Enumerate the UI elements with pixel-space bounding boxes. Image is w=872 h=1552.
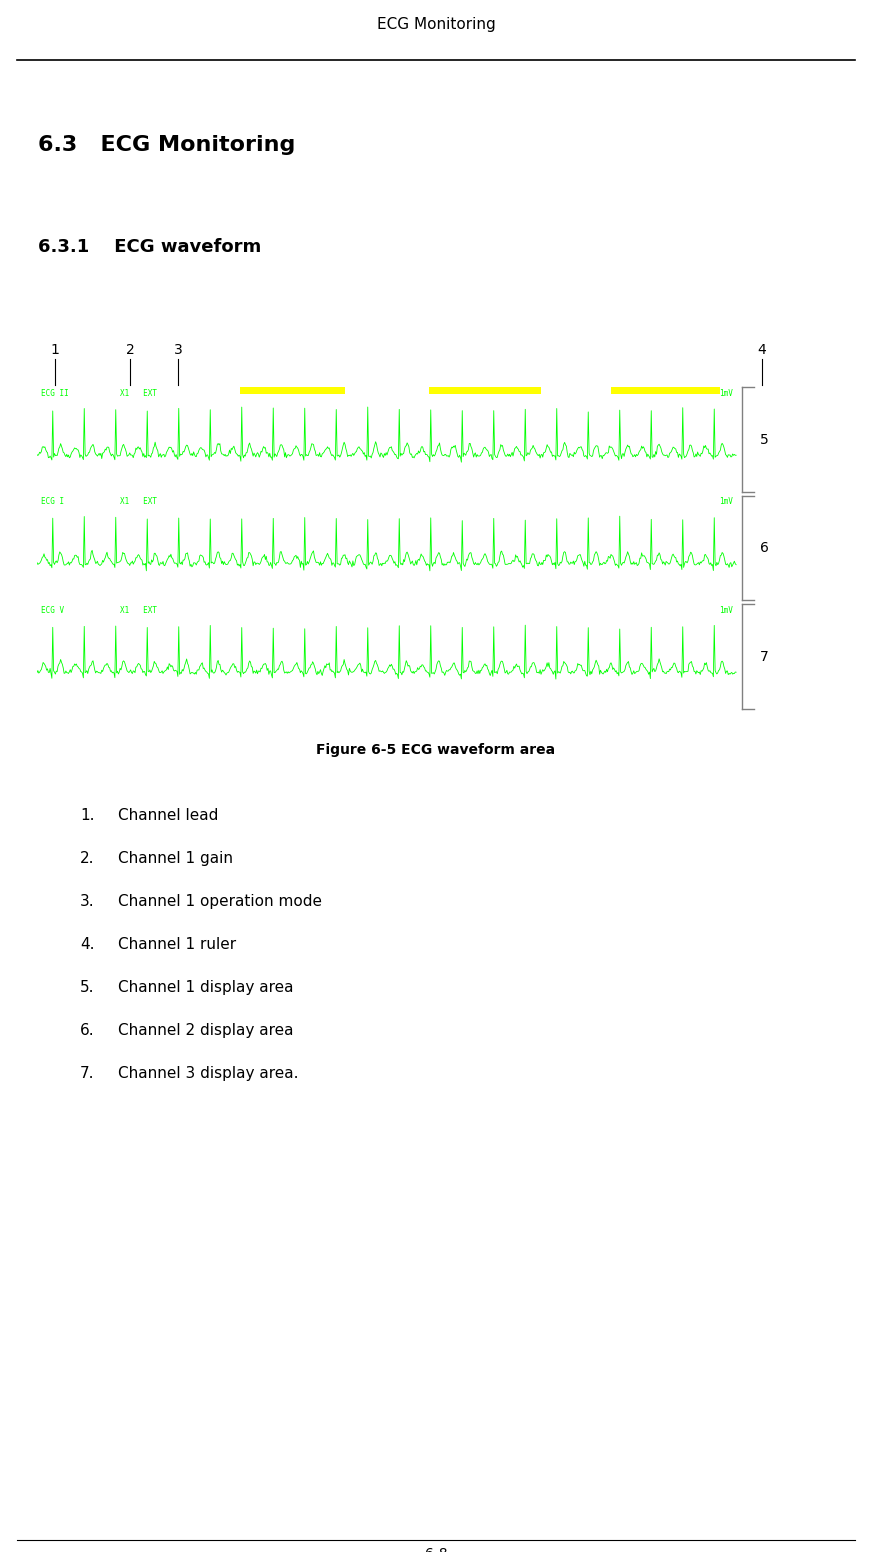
- Text: 2.: 2.: [80, 850, 94, 866]
- Text: 1.: 1.: [80, 809, 94, 823]
- Text: ECG II: ECG II: [41, 390, 69, 397]
- Bar: [429, 388, 541, 394]
- Text: 1mV: 1mV: [719, 497, 732, 506]
- Text: 4: 4: [758, 343, 766, 357]
- Text: Channel 1 gain: Channel 1 gain: [118, 850, 233, 866]
- Text: 6.3.1    ECG waveform: 6.3.1 ECG waveform: [38, 237, 262, 256]
- Text: Figure 6-5 ECG waveform area: Figure 6-5 ECG waveform area: [317, 743, 555, 757]
- Text: 6: 6: [760, 542, 769, 556]
- Text: X1   EXT: X1 EXT: [120, 390, 157, 397]
- Text: X1   EXT: X1 EXT: [120, 497, 157, 506]
- Text: X1   EXT: X1 EXT: [120, 605, 157, 615]
- Text: 4.: 4.: [80, 937, 94, 951]
- Text: 5: 5: [760, 433, 769, 447]
- Text: Channel 1 ruler: Channel 1 ruler: [118, 937, 236, 951]
- Text: 6.: 6.: [80, 1023, 95, 1038]
- Text: 1: 1: [51, 343, 59, 357]
- Text: 5.: 5.: [80, 981, 94, 995]
- Text: 2: 2: [126, 343, 134, 357]
- Text: 7.: 7.: [80, 1066, 94, 1082]
- Text: Channel 1 operation mode: Channel 1 operation mode: [118, 894, 322, 909]
- Text: 3.: 3.: [80, 894, 95, 909]
- Text: 1mV: 1mV: [719, 390, 732, 397]
- Bar: [240, 388, 345, 394]
- Text: 7: 7: [760, 650, 769, 664]
- Text: ECG I: ECG I: [41, 497, 65, 506]
- Bar: [611, 388, 719, 394]
- Text: Channel 3 display area.: Channel 3 display area.: [118, 1066, 298, 1082]
- Text: 6.3   ECG Monitoring: 6.3 ECG Monitoring: [38, 135, 296, 155]
- Text: Channel 2 display area: Channel 2 display area: [118, 1023, 294, 1038]
- Text: Channel 1 display area: Channel 1 display area: [118, 981, 294, 995]
- Text: ECG Monitoring: ECG Monitoring: [377, 17, 495, 33]
- Text: Channel lead: Channel lead: [118, 809, 218, 823]
- Text: 3: 3: [174, 343, 182, 357]
- Text: 6-8: 6-8: [425, 1547, 447, 1552]
- Text: ECG V: ECG V: [41, 605, 65, 615]
- Text: 1mV: 1mV: [719, 605, 732, 615]
